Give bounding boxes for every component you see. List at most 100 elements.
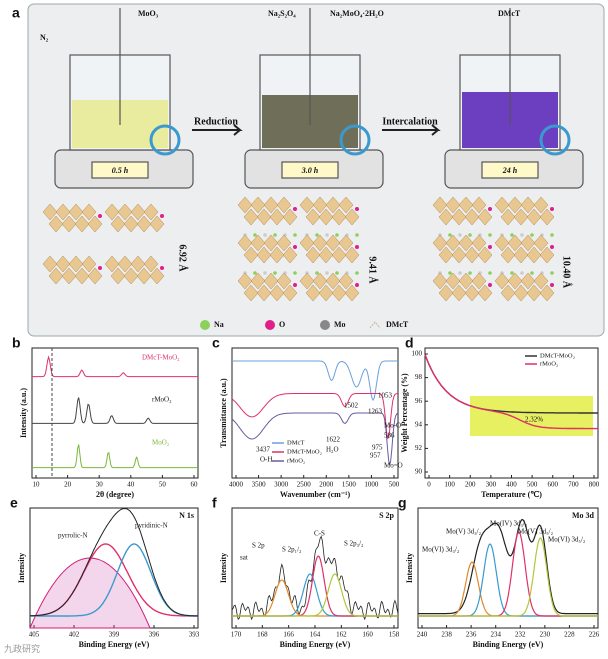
octahedron <box>276 196 292 214</box>
time: 3.0 h <box>301 166 319 175</box>
x-tick-label: 3500 <box>252 481 267 489</box>
annotation: MoO₂ <box>152 439 170 447</box>
octahedron <box>61 267 77 285</box>
annotation: sat <box>240 554 248 562</box>
x-tick-label: 158 <box>389 631 400 639</box>
curve <box>32 355 198 378</box>
octahedron <box>263 272 279 290</box>
annotation: Mo(V) 3d₃/₂ <box>446 528 482 536</box>
x-tick-label: 160 <box>362 631 373 639</box>
panel-label: a <box>12 5 20 21</box>
atom <box>325 271 329 275</box>
annotation: rMoO₂ <box>152 396 172 404</box>
curve <box>32 444 198 469</box>
octahedron <box>117 203 133 221</box>
x-tick-label: 405 <box>29 631 40 639</box>
x-tick-label: 228 <box>564 631 575 639</box>
octahedron <box>250 234 266 252</box>
atom <box>263 233 267 237</box>
x-tick-label: 500 <box>389 481 400 489</box>
octahedron <box>243 246 259 264</box>
x-tick-label: 100 <box>444 481 455 489</box>
octahedron <box>325 196 341 214</box>
panel-label: f <box>212 495 217 511</box>
annotation: Mo(VI) 3d₅/₂ <box>548 536 586 544</box>
octahedron <box>451 284 467 302</box>
x-axis-label: Wavenumber (cm⁻¹) <box>280 490 351 499</box>
curve <box>418 518 598 615</box>
octahedron <box>123 215 139 233</box>
reagent: MoO₃ <box>138 9 159 18</box>
octahedron <box>338 196 354 214</box>
octahedron <box>477 246 493 264</box>
step: Intercalation <box>382 116 438 127</box>
octahedron <box>263 234 279 252</box>
annotation: O-H <box>260 456 272 464</box>
octahedron <box>533 234 549 252</box>
atom <box>550 233 554 237</box>
octahedron <box>507 234 523 252</box>
octahedron <box>500 208 516 226</box>
x-axis-label: Binding Energy (eV) <box>280 640 351 649</box>
octahedron <box>513 284 529 302</box>
octahedron <box>471 234 487 252</box>
octahedron <box>130 203 146 221</box>
spacing: 6.92 Å <box>177 244 189 272</box>
x-tick-label: 396 <box>149 631 160 639</box>
atom <box>488 233 492 237</box>
plot-frame <box>231 347 399 479</box>
y-tick-label: 98 <box>415 373 423 381</box>
octahedron <box>533 196 549 214</box>
atom <box>325 233 329 237</box>
octahedron <box>250 196 266 214</box>
legend-label: DMcT <box>287 439 304 446</box>
x-tick-label: 600 <box>548 481 559 489</box>
annotation: C-S <box>314 530 325 538</box>
octahedron <box>110 215 126 233</box>
atom <box>550 271 554 275</box>
annotation: 1263 <box>368 408 383 416</box>
octahedron <box>87 215 103 233</box>
atom <box>293 245 297 249</box>
x-tick-label: 20 <box>64 481 72 489</box>
octahedron <box>299 272 315 290</box>
spacing: 9.41 Å <box>367 256 379 284</box>
y-axis-label: Intensity (a.u.) <box>19 388 28 438</box>
atom <box>550 207 554 211</box>
octahedron <box>243 284 259 302</box>
x-tick-label: 236 <box>466 631 477 639</box>
octahedron <box>500 284 516 302</box>
atom <box>160 266 164 270</box>
annotation: 2.32% <box>525 416 543 424</box>
curve <box>30 507 198 617</box>
atom <box>335 233 339 237</box>
legend-label: DMcT-MoO₂ <box>287 448 322 455</box>
plot-frame <box>31 347 199 479</box>
atom <box>458 233 462 237</box>
octahedron <box>299 234 315 252</box>
crystal-structures <box>42 196 555 302</box>
octahedron <box>494 272 510 290</box>
octahedron <box>338 272 354 290</box>
octahedron <box>520 234 536 252</box>
atom <box>98 266 102 270</box>
annotation: Mo=O <box>384 462 403 470</box>
annotation: S 2p₃/₂ <box>344 540 364 548</box>
annotation: 586 <box>384 432 395 440</box>
atom <box>293 207 297 211</box>
octahedron <box>325 234 341 252</box>
legend-label: Mo <box>334 320 346 329</box>
atom <box>355 233 359 237</box>
atom <box>550 245 554 249</box>
annotation: H₂O <box>326 446 339 454</box>
x-axis-label: Binding Energy (eV) <box>79 640 150 649</box>
octahedron <box>464 284 480 302</box>
octahedron <box>458 196 474 214</box>
x-tick-label: 400 <box>506 481 517 489</box>
octahedron <box>269 208 285 226</box>
octahedron <box>104 203 120 221</box>
octahedron <box>471 272 487 290</box>
x-tick-label: 234 <box>490 631 501 639</box>
octahedron <box>464 208 480 226</box>
y-tick-label: 92 <box>415 444 423 452</box>
